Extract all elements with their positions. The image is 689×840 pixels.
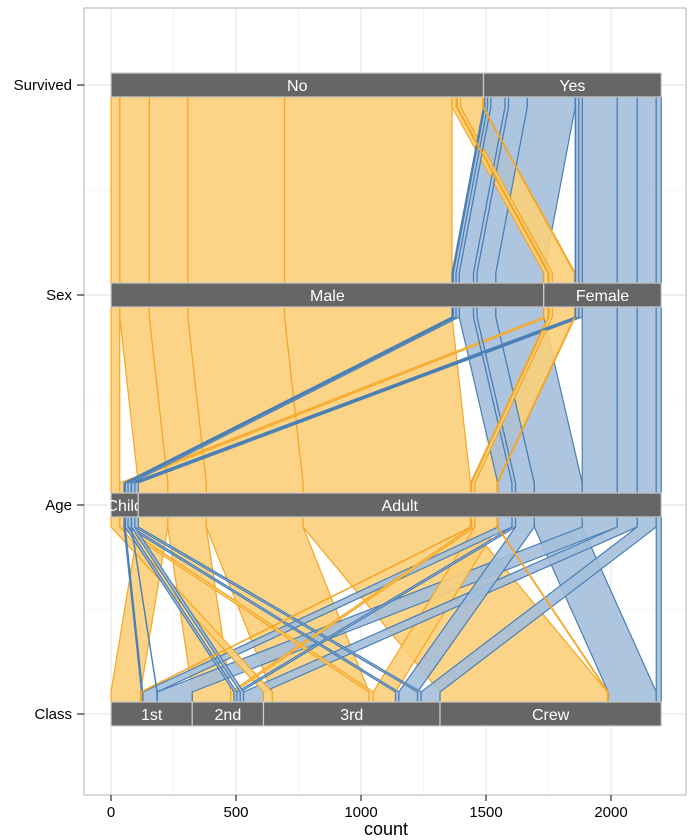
category-label-male: Male — [310, 288, 345, 305]
y-tick-label-sex: Sex — [46, 287, 72, 304]
flow-ribbons — [110, 96, 662, 703]
flow-ribbon-died — [283, 96, 453, 284]
category-label-2nd: 2nd — [215, 707, 242, 724]
flow-ribbon-died — [187, 306, 304, 494]
flow-ribbon-died — [110, 306, 121, 494]
category-label-child: Child — [106, 498, 142, 515]
flow-ribbon-died — [110, 96, 121, 284]
flow-ribbon-died — [148, 96, 189, 284]
x-axis-title: count — [364, 819, 408, 839]
flow-ribbon-survived — [655, 306, 662, 494]
x-tick-label: 1000 — [344, 804, 377, 821]
y-tick-label-class: Class — [34, 706, 72, 723]
flow-ribbon-survived — [636, 306, 657, 494]
category-label-yes: Yes — [559, 78, 585, 95]
y-tick-label-survived: Survived — [14, 77, 72, 94]
category-bar-3rd — [262, 701, 441, 727]
category-label-no: No — [287, 78, 308, 95]
y-tick-label-age: Age — [45, 497, 72, 514]
category-bars: No Yes Male Female Child Adult 1st 2nd 3rd Crew — [106, 72, 662, 727]
flow-ribbon-survived — [581, 96, 618, 284]
x-tick-label: 2000 — [594, 804, 627, 821]
category-label-crew: Crew — [532, 707, 570, 724]
flow-ribbon-died — [283, 306, 472, 494]
flow-ribbon-survived — [581, 306, 618, 494]
category-bar-no — [110, 72, 485, 98]
category-label-1st: 1st — [141, 707, 163, 724]
category-label-3rd: 3rd — [340, 707, 363, 724]
category-bar-child — [110, 492, 139, 518]
flow-ribbon-survived — [616, 306, 638, 494]
category-bar-yes — [482, 72, 662, 98]
flow-ribbon-survived — [616, 96, 638, 284]
category-bar-female — [543, 282, 662, 308]
panel-border — [83, 7, 687, 796]
category-bar-adult — [137, 492, 662, 518]
x-tick-label: 1500 — [469, 804, 502, 821]
category-bar-male — [110, 282, 545, 308]
flow-ribbon-died — [187, 96, 286, 284]
flow-ribbon-died — [119, 96, 150, 284]
axes: Survived Sex Age Class 0 500 1000 1500 2000 — [14, 77, 628, 821]
category-label-female: Female — [576, 288, 629, 305]
category-label-adult: Adult — [382, 498, 419, 515]
x-tick-label: 0 — [107, 804, 115, 821]
flow-ribbon-survived — [655, 96, 662, 284]
category-bar-crew — [439, 701, 662, 727]
x-tick-label: 500 — [223, 804, 248, 821]
flow-ribbon-survived — [655, 516, 662, 703]
flow-ribbon-survived — [636, 96, 657, 284]
category-bar-1st — [110, 701, 193, 727]
